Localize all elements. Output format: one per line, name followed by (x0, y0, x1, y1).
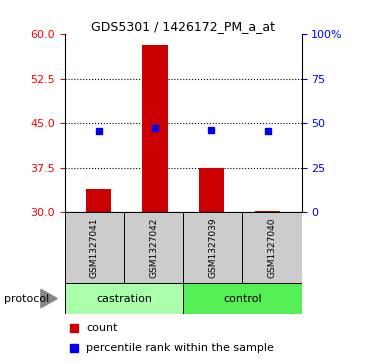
Text: count: count (86, 323, 118, 333)
Title: GDS5301 / 1426172_PM_a_at: GDS5301 / 1426172_PM_a_at (91, 20, 275, 33)
Bar (242, 212, 302, 283)
Text: GSM1327042: GSM1327042 (149, 217, 158, 278)
Polygon shape (41, 289, 57, 308)
Bar (255, 211, 280, 212)
Bar (65, 212, 124, 283)
Bar (183, 283, 302, 314)
Text: control: control (223, 294, 262, 303)
Text: protocol: protocol (4, 294, 49, 303)
Text: castration: castration (96, 294, 152, 303)
Bar (183, 212, 242, 283)
Bar (86, 189, 111, 212)
Text: GSM1327039: GSM1327039 (208, 217, 217, 278)
Text: GSM1327041: GSM1327041 (90, 217, 99, 278)
Bar (124, 212, 183, 283)
Bar (65, 283, 183, 314)
Text: percentile rank within the sample: percentile rank within the sample (86, 343, 274, 354)
Bar (199, 168, 224, 212)
Bar (142, 45, 168, 212)
Text: GSM1327040: GSM1327040 (268, 217, 276, 278)
